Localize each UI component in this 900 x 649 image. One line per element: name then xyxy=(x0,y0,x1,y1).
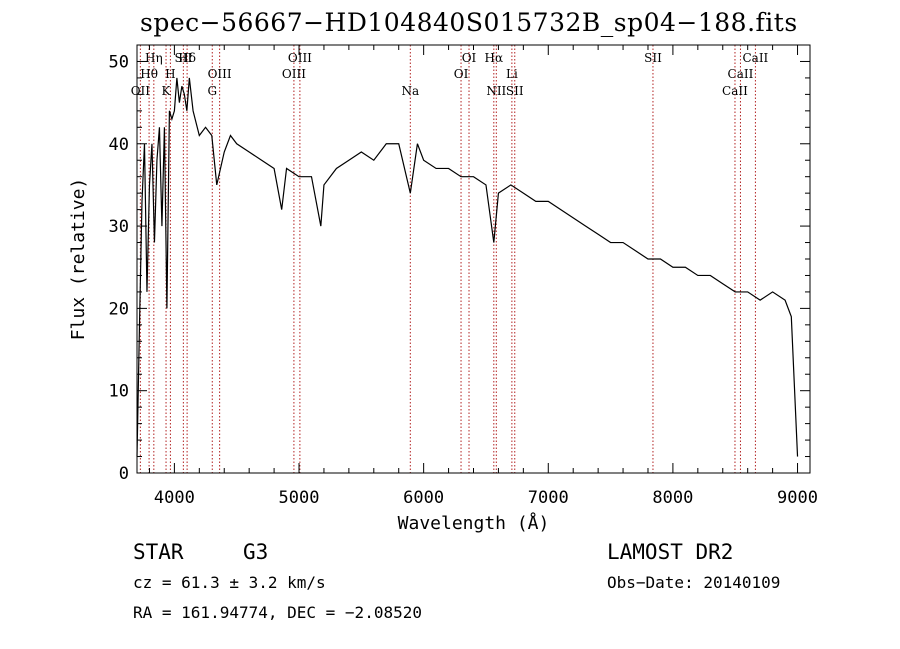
x-tick-label: 5000 xyxy=(279,488,320,508)
x-tick-label: 8000 xyxy=(652,488,693,508)
y-tick-label: 30 xyxy=(109,217,129,237)
line-marker-label: OII xyxy=(131,84,151,98)
redshift-cz: cz = 61.3 ± 3.2 km/s xyxy=(133,573,326,592)
line-marker-label: SII xyxy=(506,84,524,98)
object-subclass: G3 xyxy=(243,540,269,564)
ra-dec: RA = 161.94774, DEC = −2.08520 xyxy=(133,603,422,622)
y-tick-label: 40 xyxy=(109,135,129,155)
line-marker-label: Hθ xyxy=(140,67,158,81)
line-marker-label: H xyxy=(165,67,175,81)
line-marker-label: Hη xyxy=(145,51,163,65)
line-marker-label: K xyxy=(162,84,172,98)
line-marker-label: OI xyxy=(462,51,477,65)
y-axis-label: Flux (relative) xyxy=(68,178,89,341)
y-tick-label: 20 xyxy=(109,299,129,319)
x-tick-label: 7000 xyxy=(528,488,569,508)
line-marker-label: NII xyxy=(486,84,506,98)
line-marker-label: CaII xyxy=(742,51,768,65)
line-marker-label: Na xyxy=(401,84,419,98)
y-tick-label: 0 xyxy=(119,464,129,484)
line-marker-label: SII xyxy=(175,51,193,65)
line-marker-label: OIII xyxy=(208,67,232,81)
plot-frame xyxy=(136,44,811,474)
x-tick-label: 6000 xyxy=(403,488,444,508)
survey-name: LAMOST DR2 xyxy=(607,540,734,564)
line-marker-label: CaII xyxy=(722,84,748,98)
x-tick-label: 9000 xyxy=(777,488,818,508)
line-marker-label: OI xyxy=(454,67,469,81)
obs-date: Obs−Date: 20140109 xyxy=(607,573,781,592)
x-axis-label: Wavelength (Å) xyxy=(398,512,550,534)
line-marker-label: G xyxy=(207,84,217,98)
object-class: STAR xyxy=(133,540,184,564)
line-marker-label: OIII xyxy=(282,67,306,81)
line-marker-label: Li xyxy=(506,67,518,81)
line-marker-label: CaII xyxy=(728,67,754,81)
line-marker-label: SII xyxy=(644,51,662,65)
line-marker-label: OIII xyxy=(288,51,312,65)
y-tick-label: 10 xyxy=(109,382,129,402)
spectrum-line xyxy=(136,77,799,457)
x-tick-label: 4000 xyxy=(154,488,195,508)
line-marker-label: Hδ xyxy=(178,51,196,65)
y-tick-label: 50 xyxy=(109,52,129,72)
chart-title: spec−56667−HD104840S015732B_sp04−188.fit… xyxy=(140,8,798,37)
line-marker-label: Hα xyxy=(485,51,504,65)
